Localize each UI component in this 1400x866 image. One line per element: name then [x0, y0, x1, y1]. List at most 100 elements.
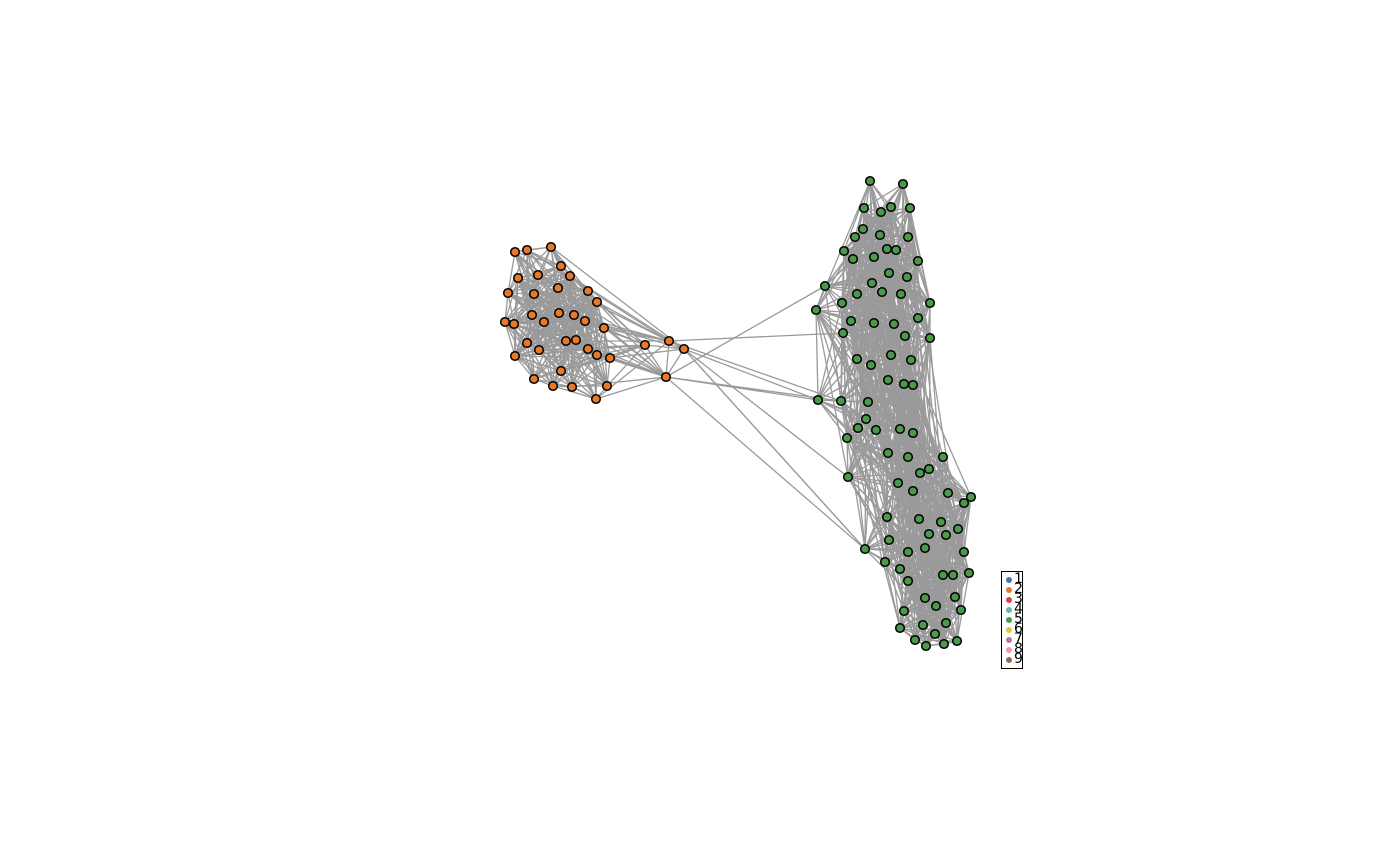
- graph-node: [582, 343, 594, 355]
- graph-edge: [924, 547, 965, 553]
- graph-edge: [841, 256, 875, 304]
- graph-edge: [899, 568, 970, 574]
- graph-edge: [856, 337, 931, 360]
- graph-edge: [824, 282, 873, 287]
- graph-edge: [907, 551, 965, 582]
- graph-edge: [824, 285, 858, 295]
- legend-swatch: [1006, 577, 1012, 583]
- graph-edge: [852, 236, 909, 260]
- legend-swatch: [1006, 617, 1012, 623]
- graph-node: [598, 322, 610, 334]
- graph-edge: [843, 234, 881, 252]
- graph-node: [892, 477, 904, 489]
- graph-node: [902, 451, 914, 463]
- graph-node: [838, 245, 850, 257]
- graph-edge: [533, 290, 589, 295]
- graph-node: [913, 513, 925, 525]
- legend-label: 9: [1014, 651, 1023, 667]
- graph-edge: [910, 302, 931, 361]
- graph-edge: [846, 401, 869, 439]
- graph-edge: [683, 348, 849, 478]
- graph-node: [904, 202, 916, 214]
- graph-node: [951, 635, 963, 647]
- graph-edge: [507, 249, 528, 294]
- graph-node: [930, 600, 942, 612]
- graph-edge: [914, 596, 956, 641]
- graph-edge: [513, 323, 516, 357]
- graph-edge: [899, 627, 945, 645]
- graph-node: [883, 534, 895, 546]
- graph-node: [555, 260, 567, 272]
- graph-edge: [815, 309, 919, 319]
- graph-edge: [917, 260, 931, 304]
- graph-node: [835, 395, 847, 407]
- graph-node: [894, 563, 906, 575]
- graph-node: [552, 282, 564, 294]
- graph-node: [533, 344, 545, 356]
- legend-swatch: [1006, 587, 1012, 593]
- graph-node: [819, 280, 831, 292]
- graph-node: [894, 622, 906, 634]
- nodes-layer: [499, 175, 977, 652]
- graph-edge: [552, 354, 598, 387]
- graph-edge: [507, 292, 515, 325]
- graph-edge: [881, 291, 906, 337]
- graph-node: [604, 352, 616, 364]
- graph-edge: [533, 340, 567, 380]
- graph-edge: [888, 236, 909, 274]
- graph-edge: [571, 376, 667, 388]
- graph-edge: [888, 539, 901, 629]
- graph-node: [876, 286, 888, 298]
- graph-edge: [884, 561, 905, 612]
- graph-node: [907, 379, 919, 391]
- graph-edge: [903, 574, 954, 612]
- graph-node: [882, 374, 894, 386]
- graph-edge: [537, 274, 571, 277]
- graph-edge: [910, 359, 972, 498]
- graph-edge: [871, 276, 908, 284]
- graph-node: [547, 380, 559, 392]
- legend-item-4: 4: [1004, 601, 1026, 617]
- graph-edge: [903, 609, 962, 612]
- graph-edge: [571, 357, 611, 388]
- graph-edge: [560, 340, 567, 372]
- graph-node: [905, 354, 917, 366]
- graph-node: [591, 296, 603, 308]
- graph-edge: [864, 482, 899, 550]
- graph-edge: [513, 323, 535, 380]
- graph-node: [865, 359, 877, 371]
- graph-edge: [842, 293, 858, 334]
- graph-node: [868, 251, 880, 263]
- graph-edge: [817, 258, 854, 401]
- graph-node: [560, 335, 572, 347]
- graph-node: [914, 467, 926, 479]
- graph-edge: [538, 349, 598, 356]
- edges-layer: [504, 180, 972, 647]
- graph-node: [938, 638, 950, 650]
- graph-edge: [817, 399, 848, 439]
- legend-swatch: [1006, 657, 1012, 663]
- graph-edge: [847, 476, 890, 541]
- graph-node: [678, 343, 690, 355]
- graph-node: [545, 241, 557, 253]
- graph-node: [923, 463, 935, 475]
- graph-node: [591, 349, 603, 361]
- graph-edge: [560, 339, 577, 372]
- graph-edge: [863, 183, 904, 209]
- graph-edge: [840, 354, 892, 402]
- legend-label: 7: [1014, 631, 1023, 647]
- graph-edge: [887, 452, 944, 458]
- graph-edge: [899, 597, 926, 629]
- graph-edge: [846, 437, 849, 478]
- graph-node: [958, 497, 970, 509]
- graph-edge: [575, 290, 589, 341]
- graph-edge: [596, 344, 646, 356]
- legend-label: 4: [1014, 601, 1023, 617]
- graph-edge: [856, 354, 892, 360]
- legend-label: 5: [1014, 611, 1023, 627]
- graph-edge: [526, 312, 560, 344]
- graph-edge: [852, 258, 902, 295]
- graph-node: [508, 318, 520, 330]
- graph-edge: [899, 551, 965, 570]
- graph-edge: [867, 401, 914, 434]
